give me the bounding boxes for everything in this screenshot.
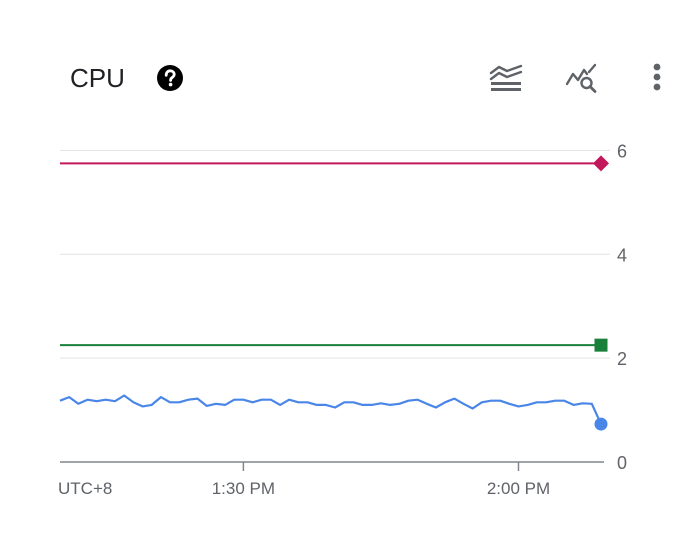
query-explore-icon[interactable] — [565, 62, 599, 96]
y-tick-label: 4 — [617, 245, 627, 265]
grid-lines — [60, 149, 610, 359]
y-tick-label: 0 — [617, 453, 627, 473]
x-tick-label: 2:00 PM — [487, 479, 550, 498]
y-tick-label: 6 — [617, 141, 627, 161]
x-tick-label: 1:30 PM — [212, 479, 275, 498]
chart-header: CPU — [0, 50, 700, 106]
x-axis — [60, 461, 604, 471]
timezone-label: UTC+8 — [58, 479, 112, 498]
series-lines — [59, 155, 609, 431]
threshold-marker-diamond — [593, 155, 609, 172]
threshold-marker-square — [594, 338, 608, 352]
legend-toggle-icon[interactable] — [489, 62, 523, 96]
axis-labels: 0 2 4 6 UTC+8 1:30 PM 2:00 PM — [58, 141, 627, 498]
y-tick-label: 2 — [617, 349, 627, 369]
usage-line — [59, 394, 603, 425]
help-circle-icon[interactable] — [156, 64, 184, 92]
chart-title: CPU — [70, 63, 125, 93]
more-vert-icon[interactable] — [640, 62, 674, 96]
usage-last-point — [594, 417, 608, 431]
